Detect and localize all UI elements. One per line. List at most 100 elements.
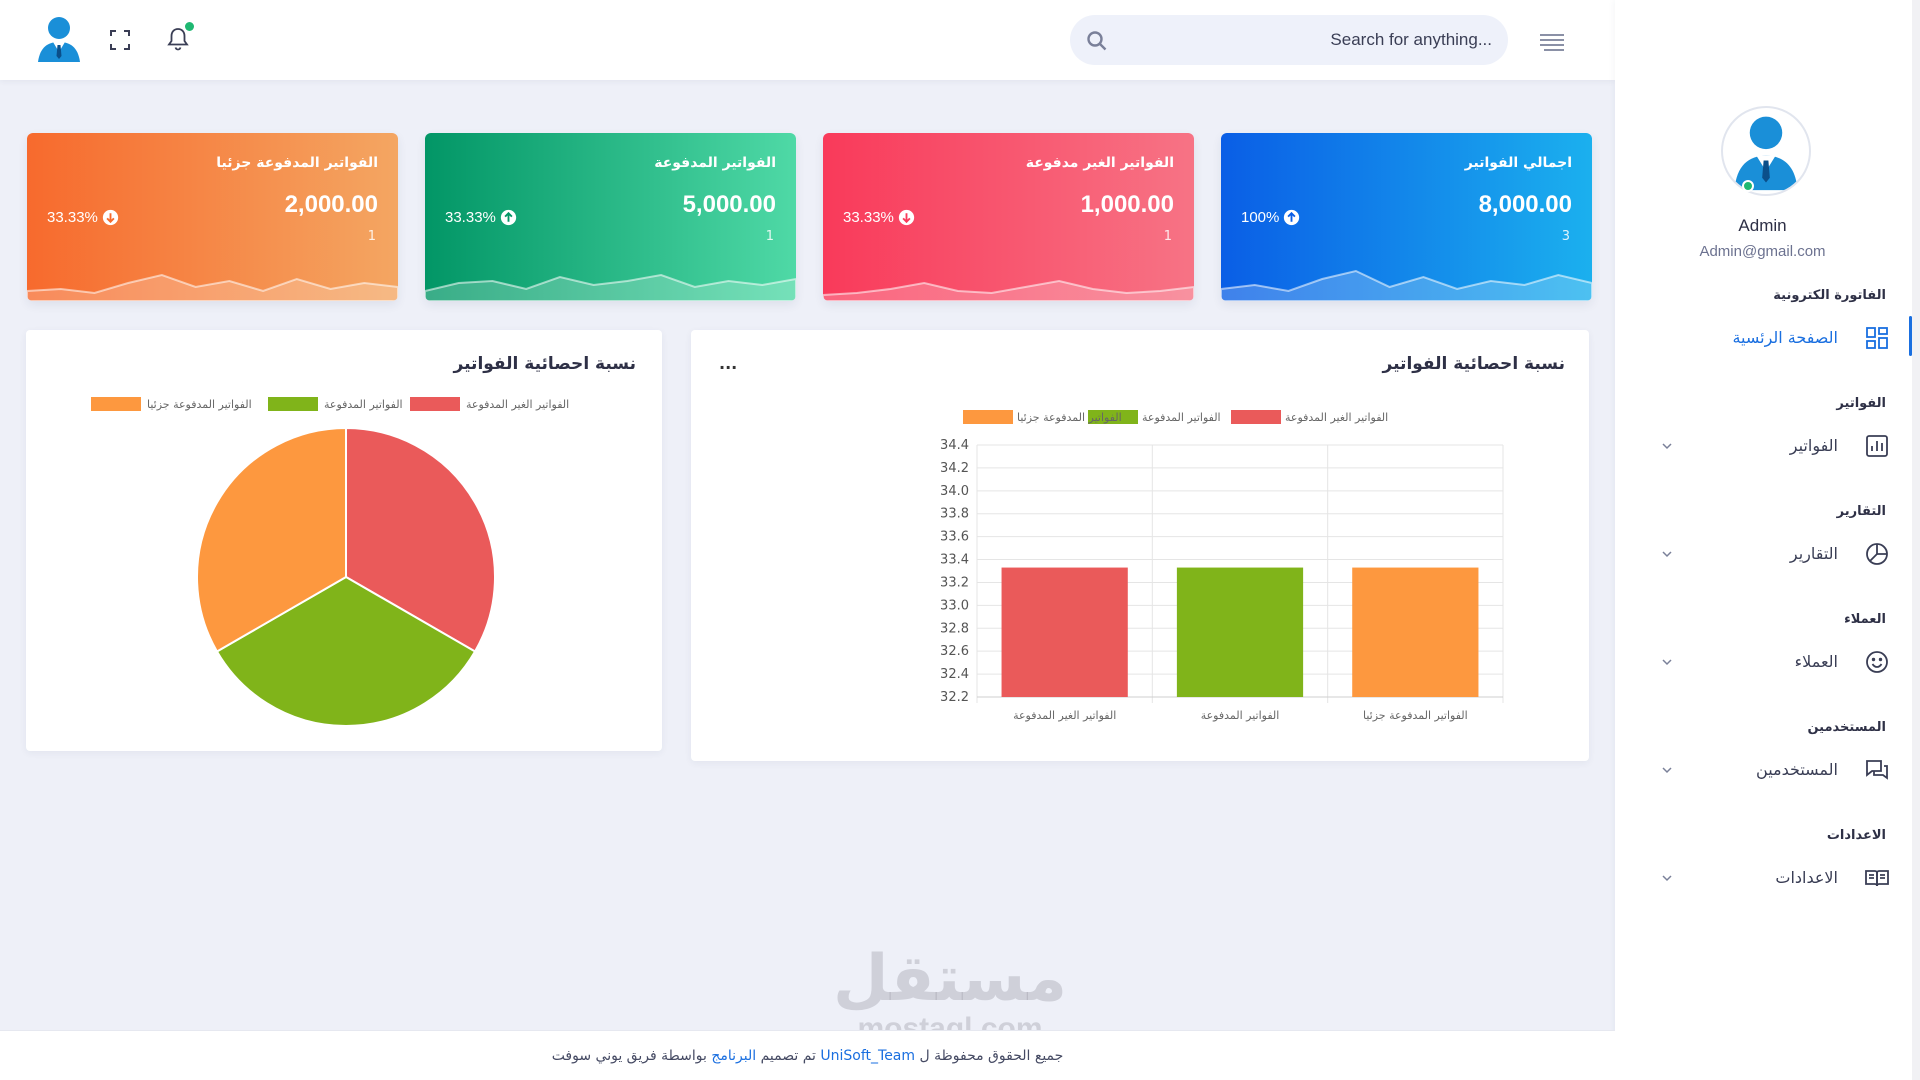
y-tick-label: 33.8 (940, 507, 969, 522)
pie-chart: الفواتير الغير المدفوعة الفواتير المدفوعة… (91, 397, 569, 727)
card-title: اجمالي الفواتير (1464, 155, 1572, 171)
stat-card-partial[interactable]: الفواتير المدفوعة جزئيا 2,000.00 1 33.33… (27, 133, 398, 301)
sidebar-item-label: التقارير (1789, 544, 1838, 563)
sidebar-item-reports[interactable]: التقارير (1635, 536, 1890, 572)
arrow-down-circle-icon (898, 209, 915, 226)
sidebar-item-label: الفواتير (1789, 436, 1838, 455)
hamburger-icon[interactable] (1539, 31, 1565, 51)
legend-swatch (963, 410, 1013, 424)
y-tick-label: 33.2 (940, 575, 969, 590)
card-percent: 100% (1241, 209, 1300, 226)
pie-chart-panel: نسبة احصائية الفواتير الفواتير الغير الم… (26, 330, 662, 751)
stat-card-total[interactable]: اجمالي الفواتير 8,000.00 3 100% (1221, 133, 1592, 301)
sparkline-area (425, 273, 796, 301)
footer-brand-link[interactable]: UniSoft_Team (820, 1048, 916, 1064)
legend-swatch (1088, 410, 1138, 424)
bar (1001, 567, 1128, 697)
avatar-icon (1734, 116, 1798, 191)
search-icon[interactable] (1086, 30, 1108, 52)
sidebar-item-label: الاعدادات (1775, 868, 1838, 887)
y-tick-label: 33.4 (940, 553, 969, 568)
pie-slice (196, 426, 347, 653)
arrow-up-circle-icon (1284, 209, 1300, 226)
legend-label: الفواتير المدفوعة (324, 398, 403, 411)
sparkline-area (27, 273, 398, 301)
footer-copyright: جميع الحقوق محفوظة ل UniSoft_Team تم تصم… (0, 1048, 1615, 1064)
bar-chart: الفواتير الغير المدفوعة الفواتير المدفوعة… (940, 410, 1504, 722)
y-tick-label: 34.2 (940, 461, 969, 476)
y-tick-label: 32.2 (940, 690, 969, 705)
y-tick-label: 33.6 (940, 530, 969, 545)
x-tick-label: الفواتير الغير المدفوعة (1013, 709, 1116, 722)
card-percent-value: 100% (1241, 209, 1280, 226)
card-sparkline (27, 273, 398, 301)
footer-text-part: تم تصميم (760, 1048, 816, 1064)
chevron-down-icon (1662, 767, 1672, 774)
search-box (1070, 15, 1508, 65)
arrow-down-circle-icon (102, 209, 119, 226)
bar-chart-icon (1866, 435, 1888, 457)
user-avatar[interactable] (1721, 106, 1811, 196)
bell-icon[interactable] (166, 26, 190, 52)
sidebar-item-settings[interactable]: الاعدادات (1635, 860, 1890, 896)
sidebar-item-invoices[interactable]: الفواتير (1635, 428, 1890, 464)
y-tick-label: 32.6 (940, 644, 969, 659)
card-percent: 33.33% (445, 209, 517, 226)
card-percent-value: 33.33% (445, 209, 496, 226)
footer: جميع الحقوق محفوظة ل UniSoft_Team تم تصم… (0, 1030, 1615, 1080)
pie-chart-title: نسبة احصائية الفواتير (453, 354, 636, 374)
chevron-down-icon (1662, 551, 1672, 558)
sidebar-scrollbar[interactable] (1912, 0, 1920, 1080)
pie-chart-icon (1866, 543, 1888, 565)
sidebar-section-title: الفاتورة الكترونية (1773, 288, 1886, 303)
sidebar-section-title: الفواتير (1836, 396, 1886, 411)
legend-swatch (410, 397, 460, 411)
search-input[interactable] (1130, 15, 1492, 65)
card-percent: 33.33% (47, 209, 119, 226)
bar-chart-panel: نسبة احصائية الفواتير ... الفواتير الغير… (691, 330, 1589, 761)
arrow-up-circle-icon (500, 209, 517, 226)
card-amount: 8,000.00 (1478, 191, 1572, 218)
legend-swatch (1231, 410, 1281, 424)
sidebar-item-home[interactable]: الصفحة الرئسية (1635, 320, 1890, 356)
x-tick-label: الفواتير المدفوعة (1201, 709, 1280, 722)
notification-dot (185, 22, 194, 31)
more-options-button[interactable]: ... (719, 354, 738, 373)
sidebar-item-clients[interactable]: العملاء (1635, 644, 1890, 680)
chevron-down-icon (1662, 659, 1672, 666)
pie-slice (345, 426, 496, 653)
sidebar-item-label: العملاء (1794, 652, 1838, 671)
footer-text-part: بواسطة فريق يوني سوفت (551, 1048, 707, 1064)
card-sparkline (823, 279, 1194, 301)
legend-label: الفواتير المدفوعة (1142, 411, 1221, 424)
user-name: Admin (1738, 216, 1787, 235)
y-tick-label: 32.8 (940, 621, 969, 636)
card-amount: 1,000.00 (1080, 191, 1174, 218)
sparkline-area (1221, 269, 1592, 301)
footer-program-link[interactable]: البرنامج (711, 1048, 757, 1064)
stat-card-paid[interactable]: الفواتير المدفوعة 5,000.00 1 33.33% (425, 133, 796, 301)
legend-label: الفواتير الغير المدفوعة (1285, 411, 1388, 424)
stat-card-unpaid[interactable]: الفواتير الغير مدفوعة 1,000.00 1 33.33% (823, 133, 1194, 301)
pie-slice (215, 575, 477, 727)
card-title: الفواتير الغير مدفوعة (1025, 155, 1174, 171)
sidebar-section-title: الاعدادات (1826, 828, 1886, 843)
fullscreen-icon[interactable] (108, 28, 132, 52)
y-tick-label: 32.4 (940, 667, 969, 682)
y-tick-label: 34.4 (940, 438, 969, 453)
sidebar-item-users[interactable]: المستخدمين (1635, 752, 1890, 788)
card-amount: 2,000.00 (284, 191, 378, 218)
x-tick-label: الفواتير المدفوعة جزئيا (1363, 709, 1468, 722)
sidebar: Admin Admin@gmail.com الفاتورة الكترونية… (1615, 0, 1920, 1080)
legend-swatch (268, 397, 318, 411)
avatar-icon[interactable] (34, 14, 84, 64)
card-count: 1 (765, 229, 774, 244)
card-count: 3 (1561, 229, 1570, 244)
user-email: Admin@gmail.com (1699, 243, 1826, 260)
watermark-arabic: مستقل (832, 942, 1068, 1016)
card-sparkline (425, 273, 796, 301)
online-status-dot (1742, 180, 1754, 192)
legend-label: الفواتير المدفوعة جزئيا (1017, 411, 1122, 424)
dashboard-icon (1866, 327, 1888, 349)
legend-label: الفواتير الغير المدفوعة (466, 398, 569, 411)
